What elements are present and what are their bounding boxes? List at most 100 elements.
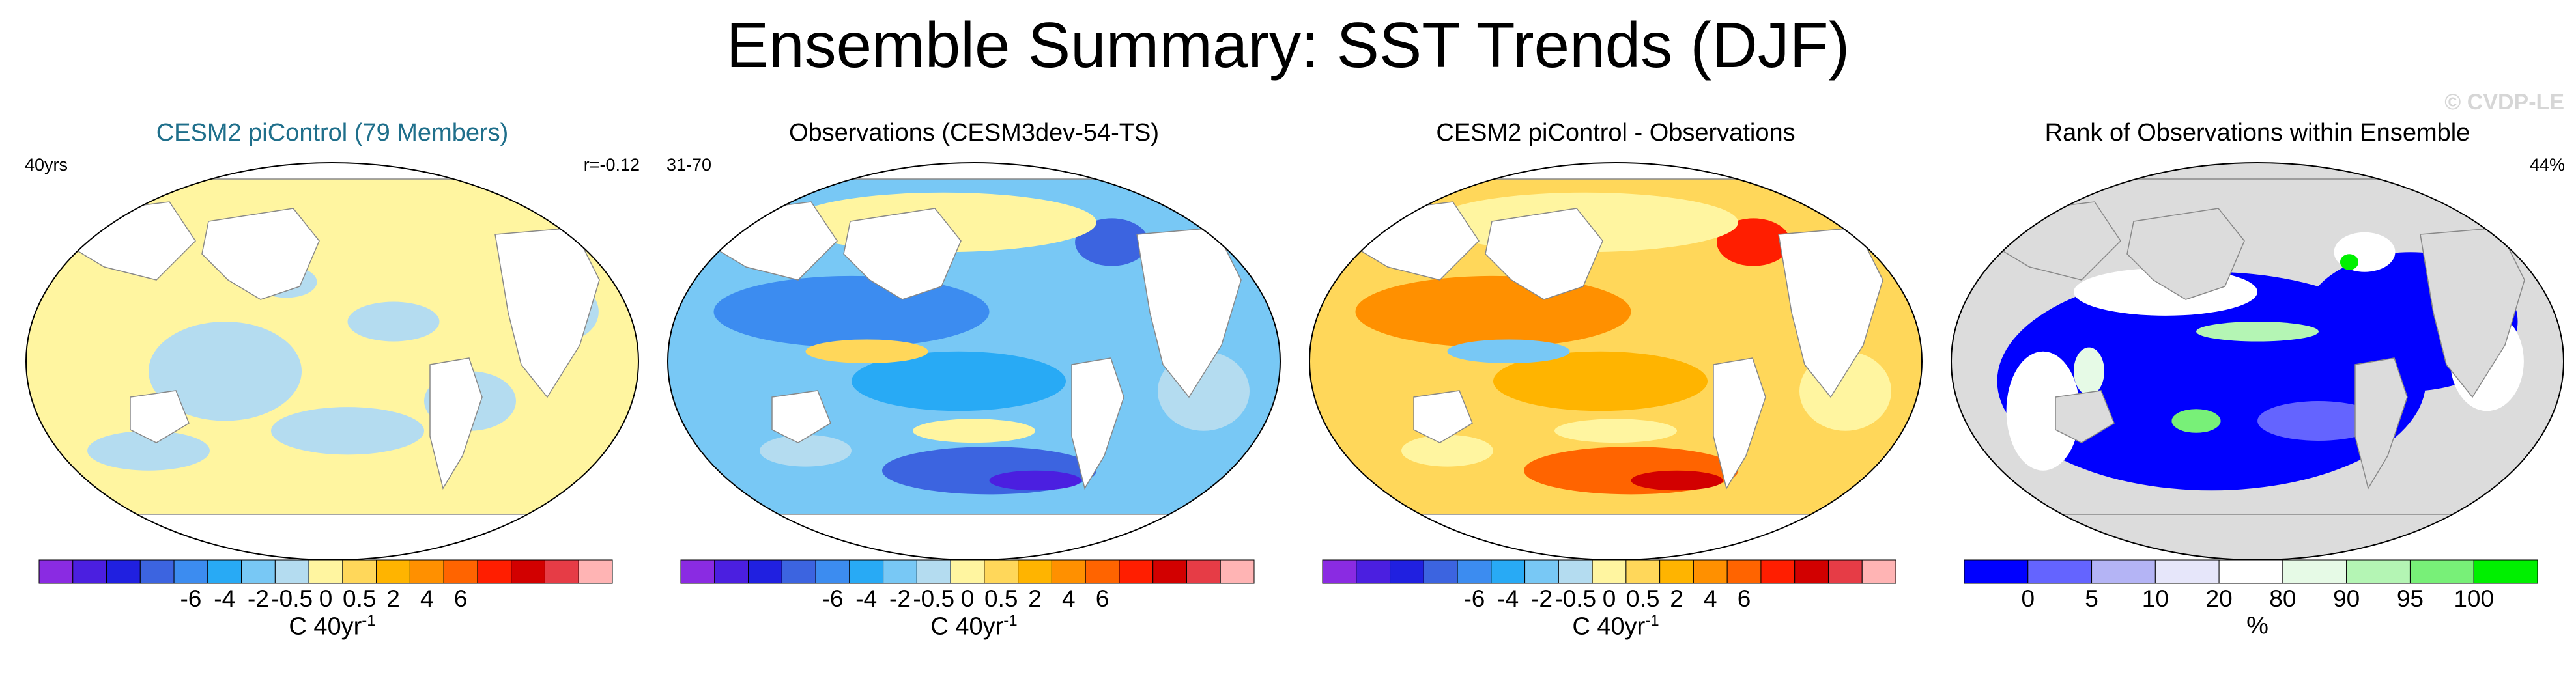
colorbar-tick-label: 80 <box>2269 585 2297 612</box>
colorbar-swatch <box>241 559 276 584</box>
colorbar-swatch <box>1659 559 1694 584</box>
colorbar-swatch <box>1457 559 1492 584</box>
colorbar-tick-label: 2 <box>1028 585 1042 612</box>
colorbar-tick-label: 0 <box>319 585 333 612</box>
colorbar-swatch <box>714 559 749 584</box>
map-outline <box>1309 162 1923 560</box>
colorbar-tick-label: -0.5 <box>1554 585 1597 612</box>
colorbar-swatch <box>1119 559 1154 584</box>
colorbar-label: C 40yr-1 <box>289 612 376 641</box>
colorbar-swatch <box>2154 559 2220 584</box>
colorbar-tick-label: -2 <box>248 585 269 612</box>
colorbar-swatch <box>950 559 985 584</box>
colorbar-swatch <box>916 559 951 584</box>
colorbar-swatch <box>1390 559 1424 584</box>
colorbar-tick-label: 10 <box>2141 585 2169 612</box>
colorbar-tick-label: 4 <box>420 585 434 612</box>
colorbar-swatch <box>2473 559 2538 584</box>
colorbar-swatch <box>984 559 1019 584</box>
colorbar-swatch <box>443 559 478 584</box>
colorbar-swatch <box>207 559 242 584</box>
colorbar-swatch <box>2409 559 2474 584</box>
colorbar-swatch <box>748 559 782 584</box>
colorbar-svg <box>680 559 1255 584</box>
colorbar-swatch <box>106 559 141 584</box>
field-blob <box>271 407 424 455</box>
colorbar-label: % <box>2246 612 2268 639</box>
colorbar-swatch <box>173 559 208 584</box>
map-outline <box>667 162 1281 560</box>
colorbar-swatch <box>1964 559 2029 584</box>
colorbar-swatch <box>1726 559 1762 584</box>
field-blob <box>2074 347 2104 395</box>
colorbar-tick-label: 4 <box>1703 585 1717 612</box>
map-field <box>1309 163 1922 560</box>
colorbar-tick-label: -0.5 <box>913 585 955 612</box>
panel-title: CESM2 piControl (79 Members) <box>156 119 509 146</box>
colorbar-swatch <box>1827 559 1863 584</box>
field-blob <box>1447 339 1570 364</box>
map-plot <box>1309 162 1923 560</box>
colorbar-tick-label: -4 <box>1497 585 1519 612</box>
land-mass <box>771 390 831 443</box>
colorbar-tick-label: 0.5 <box>343 585 377 612</box>
land-mass <box>1071 357 1124 490</box>
field-blob <box>2340 254 2359 270</box>
colorbar-tick-label: 0 <box>2021 585 2035 612</box>
colorbar-tick-label: -0.5 <box>271 585 313 612</box>
colorbar-tick-label: 5 <box>2085 585 2098 612</box>
field-blob <box>347 301 440 342</box>
colorbar-swatch <box>544 559 579 584</box>
map-outline <box>25 162 639 560</box>
panel-title: Rank of Observations within Ensemble <box>2044 119 2470 146</box>
colorbar-swatch <box>1491 559 1526 584</box>
colorbar-tick-label: -2 <box>1531 585 1553 612</box>
map-plot <box>1951 162 2564 560</box>
colorbar-swatch <box>883 559 917 584</box>
land-mass <box>1713 357 1766 490</box>
colorbar-svg <box>1964 559 2538 584</box>
colorbar-swatch <box>2027 559 2093 584</box>
watermark: © CVDP-LE <box>2444 90 2564 115</box>
land-mass <box>1413 390 1473 443</box>
colorbar-tick-label: 4 <box>1061 585 1076 612</box>
colorbar-swatch <box>1592 559 1627 584</box>
colorbar-svg <box>38 559 613 584</box>
colorbar-swatch <box>72 559 107 584</box>
colorbar-swatch <box>680 559 715 584</box>
field-blob <box>2171 409 2221 433</box>
colorbar-swatch <box>1760 559 1796 584</box>
colorbar-tick-label: 95 <box>2396 585 2424 612</box>
field-blob <box>1631 470 1723 491</box>
colorbar-label: C 40yr-1 <box>1572 612 1659 641</box>
colorbar-swatch <box>2218 559 2283 584</box>
map-plot <box>667 162 1281 560</box>
colorbar-tick-label: -4 <box>214 585 236 612</box>
colorbar-tick-label: -4 <box>855 585 878 612</box>
colorbar-swatch <box>1558 559 1593 584</box>
colorbar-swatch <box>274 559 309 584</box>
colorbar-swatch <box>1051 559 1086 584</box>
colorbar-swatch <box>2091 559 2156 584</box>
colorbar-swatch <box>1356 559 1391 584</box>
field-blob <box>913 419 1035 443</box>
colorbar-tick-label: 2 <box>386 585 400 612</box>
colorbar-tick-label: 6 <box>1095 585 1109 612</box>
colorbar-swatch <box>342 559 377 584</box>
land-mass <box>130 390 190 443</box>
colorbar-tick-label: 100 <box>2454 585 2495 612</box>
field-blob <box>2006 351 2080 471</box>
colorbar-label: C 40yr-1 <box>930 612 1018 641</box>
colorbar-tick-label: 20 <box>2205 585 2233 612</box>
colorbar-swatch <box>578 559 613 584</box>
colorbar-tick-label: -6 <box>1463 585 1485 612</box>
colorbar-svg <box>1322 559 1896 584</box>
colorbar-swatch <box>2282 559 2347 584</box>
colorbar-swatch <box>815 559 850 584</box>
field-blob <box>2257 401 2380 441</box>
colorbar-swatch <box>1186 559 1221 584</box>
colorbar-swatch <box>1018 559 1052 584</box>
land-mass <box>1485 208 1603 300</box>
page-title: Ensemble Summary: SST Trends (DJF) <box>726 9 1850 81</box>
land-mass <box>2055 390 2115 443</box>
